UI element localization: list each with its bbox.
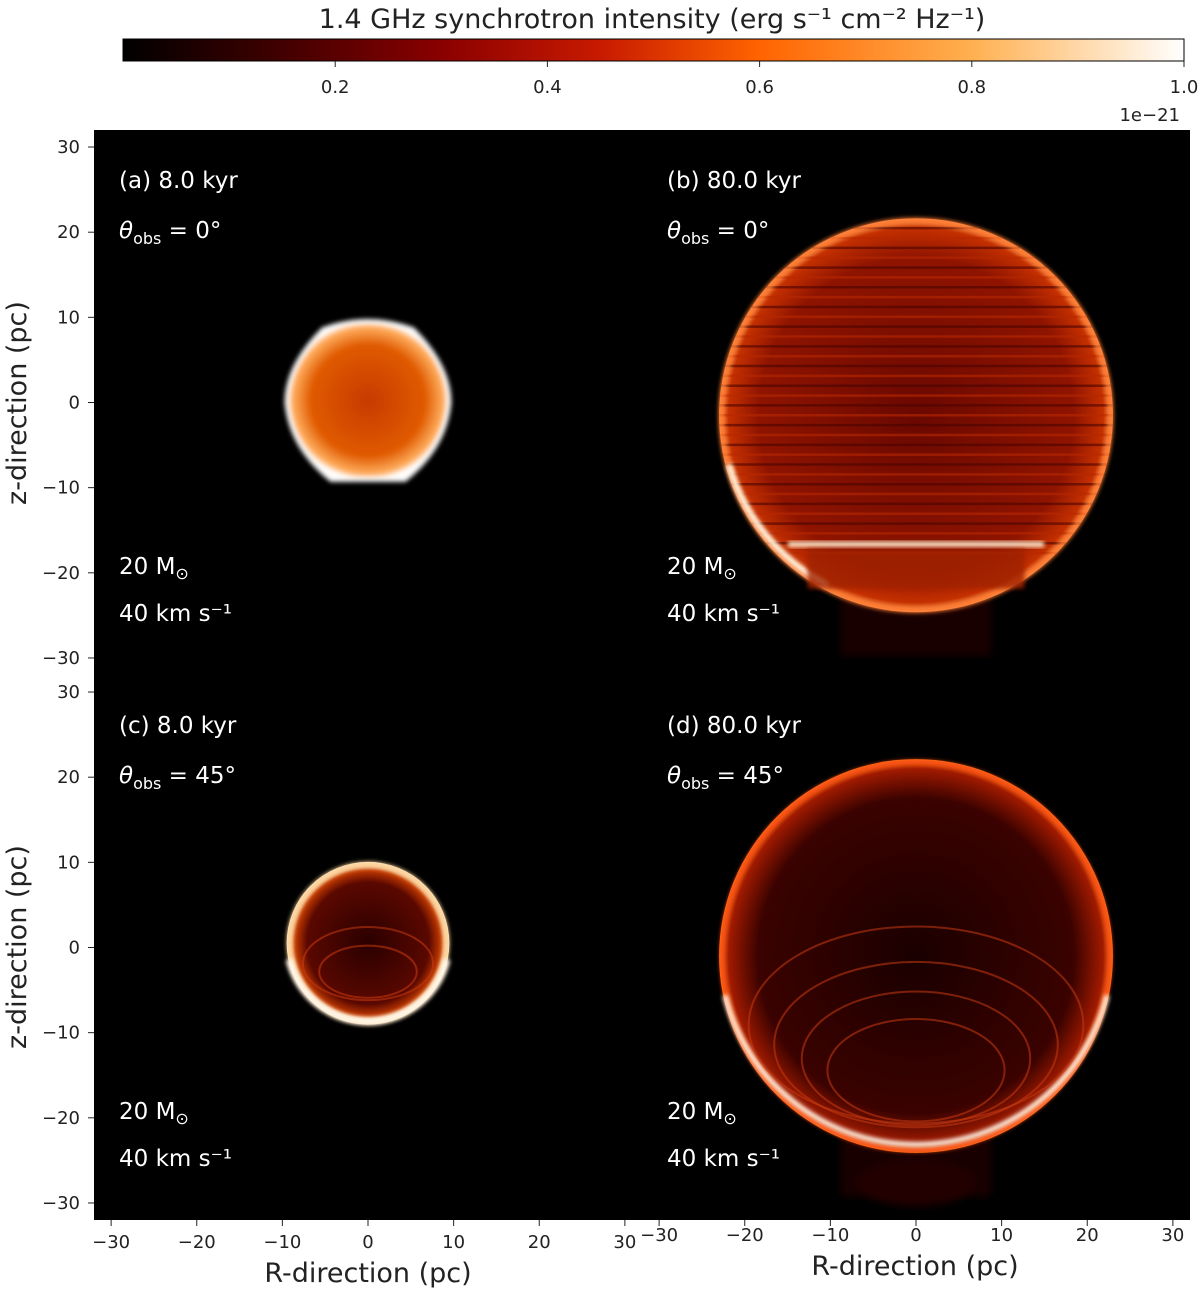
x-tick-label: 0 <box>362 1232 373 1253</box>
y-tick-label: −10 <box>42 478 80 499</box>
y-tick-label: 10 <box>57 852 80 873</box>
colorbar-label: 1.4 GHz synchrotron intensity (erg s⁻¹ c… <box>319 4 986 35</box>
remnant-shell <box>286 861 450 1025</box>
x-tick-label: −20 <box>726 1225 764 1246</box>
x-axis-label-left: R-direction (pc) <box>264 1258 471 1289</box>
velocity-label: 40 km s⁻¹ <box>667 601 780 627</box>
remnant-rim <box>718 217 1114 613</box>
panel-label: (d) 80.0 kyr <box>667 713 801 739</box>
velocity-label: 40 km s⁻¹ <box>119 1146 232 1172</box>
colorbar <box>122 38 1185 62</box>
observation-angle-label: θobs = 45° <box>667 763 784 793</box>
panel-c: (c) 8.0 kyr θobs = 45° 20 M⊙ 40 km s⁻¹ 30 20 1… <box>42 675 642 1253</box>
panel-b: (b) 80.0 kyr θobs = 0° 20 M⊙ 40 km s⁻¹ <box>642 130 1190 675</box>
panel-a: (a) 8.0 kyr θobs = 0° 20 M⊙ 40 km s⁻¹ 30 20 10… <box>42 130 642 675</box>
remnant-tail <box>856 1158 976 1207</box>
y-tick-label: 30 <box>57 682 80 703</box>
y-tick-label: 20 <box>57 222 80 243</box>
x-tick-label: −10 <box>263 1232 301 1253</box>
colorbar-tick-label: 1.0 <box>1170 77 1199 98</box>
y-tick-label: −10 <box>42 1023 80 1044</box>
observation-angle-label: θobs = 0° <box>119 218 221 248</box>
y-tick-label: −20 <box>42 563 80 584</box>
x-tick-label: −30 <box>640 1225 678 1246</box>
y-tick-label: −30 <box>42 648 80 669</box>
y-axis-label-top: z-direction (pc) <box>2 301 33 505</box>
inner-ring <box>826 1018 1006 1123</box>
colorbar-tick-label: 0.4 <box>533 77 562 98</box>
y-tick-label: −20 <box>42 1108 80 1129</box>
y-tick-label: 0 <box>69 393 80 414</box>
remnant-shell <box>719 759 1113 1153</box>
mass-label: 20 M⊙ <box>667 1099 737 1128</box>
colorbar-ticks: 0.2 0.4 0.6 0.8 1.0 <box>321 61 1198 98</box>
bright-bar <box>787 541 1045 548</box>
panel-label: (a) 8.0 kyr <box>119 168 238 194</box>
x-tick-label: −10 <box>811 1225 849 1246</box>
y-axis-label-bottom: z-direction (pc) <box>2 845 33 1049</box>
panel-label: (b) 80.0 kyr <box>667 168 801 194</box>
x-tick-label: 10 <box>990 1225 1013 1246</box>
inner-ring <box>800 990 1032 1127</box>
y-tick-label: −30 <box>42 1193 80 1214</box>
remnant-bright-arc <box>722 994 1110 1147</box>
colorbar-tick-label: 0.2 <box>321 77 350 98</box>
inner-ring <box>301 925 435 1002</box>
panels: (a) 8.0 kyr θobs = 0° 20 M⊙ 40 km s⁻¹ 30 20 10… <box>42 130 1190 1253</box>
inner-ring <box>747 925 1085 1125</box>
x-tick-label: 10 <box>442 1232 465 1253</box>
inner-ring <box>318 944 418 999</box>
colorbar-tick-label: 0.8 <box>957 77 986 98</box>
panel-d: (d) 80.0 kyr θobs = 45° 20 M⊙ 40 km s⁻¹ −30 −… <box>640 675 1190 1246</box>
x-tick-label: 0 <box>910 1225 921 1246</box>
y-tick-label: 30 <box>57 137 80 158</box>
x-tick-label: 30 <box>613 1232 636 1253</box>
remnant-bright-arc <box>285 958 451 1025</box>
inner-ring <box>773 960 1059 1129</box>
colorbar-tick-label: 0.6 <box>745 77 774 98</box>
x-tick-label: 20 <box>528 1232 551 1253</box>
mass-label: 20 M⊙ <box>119 1099 189 1128</box>
x-tick-label: −30 <box>92 1232 130 1253</box>
y-tick-label: 20 <box>57 767 80 788</box>
mass-label: 20 M⊙ <box>119 554 189 583</box>
lower-section <box>807 549 1025 589</box>
panel-label: (c) 8.0 kyr <box>119 713 237 739</box>
velocity-label: 40 km s⁻¹ <box>119 601 232 627</box>
x-tick-label: 30 <box>1161 1225 1184 1246</box>
x-axis-label-right: R-direction (pc) <box>811 1251 1018 1282</box>
y-tick-label: 10 <box>57 307 80 328</box>
remnant-rim <box>720 760 1112 1152</box>
observation-angle-label: θobs = 0° <box>667 218 769 248</box>
observation-angle-label: θobs = 45° <box>119 763 236 793</box>
x-tick-label: −20 <box>178 1232 216 1253</box>
velocity-label: 40 km s⁻¹ <box>667 1146 780 1172</box>
x-tick-label: 20 <box>1076 1225 1099 1246</box>
y-tick-label: 0 <box>69 938 80 959</box>
mass-label: 20 M⊙ <box>667 554 737 583</box>
colorbar-multiplier: 1e−21 <box>1119 105 1180 126</box>
